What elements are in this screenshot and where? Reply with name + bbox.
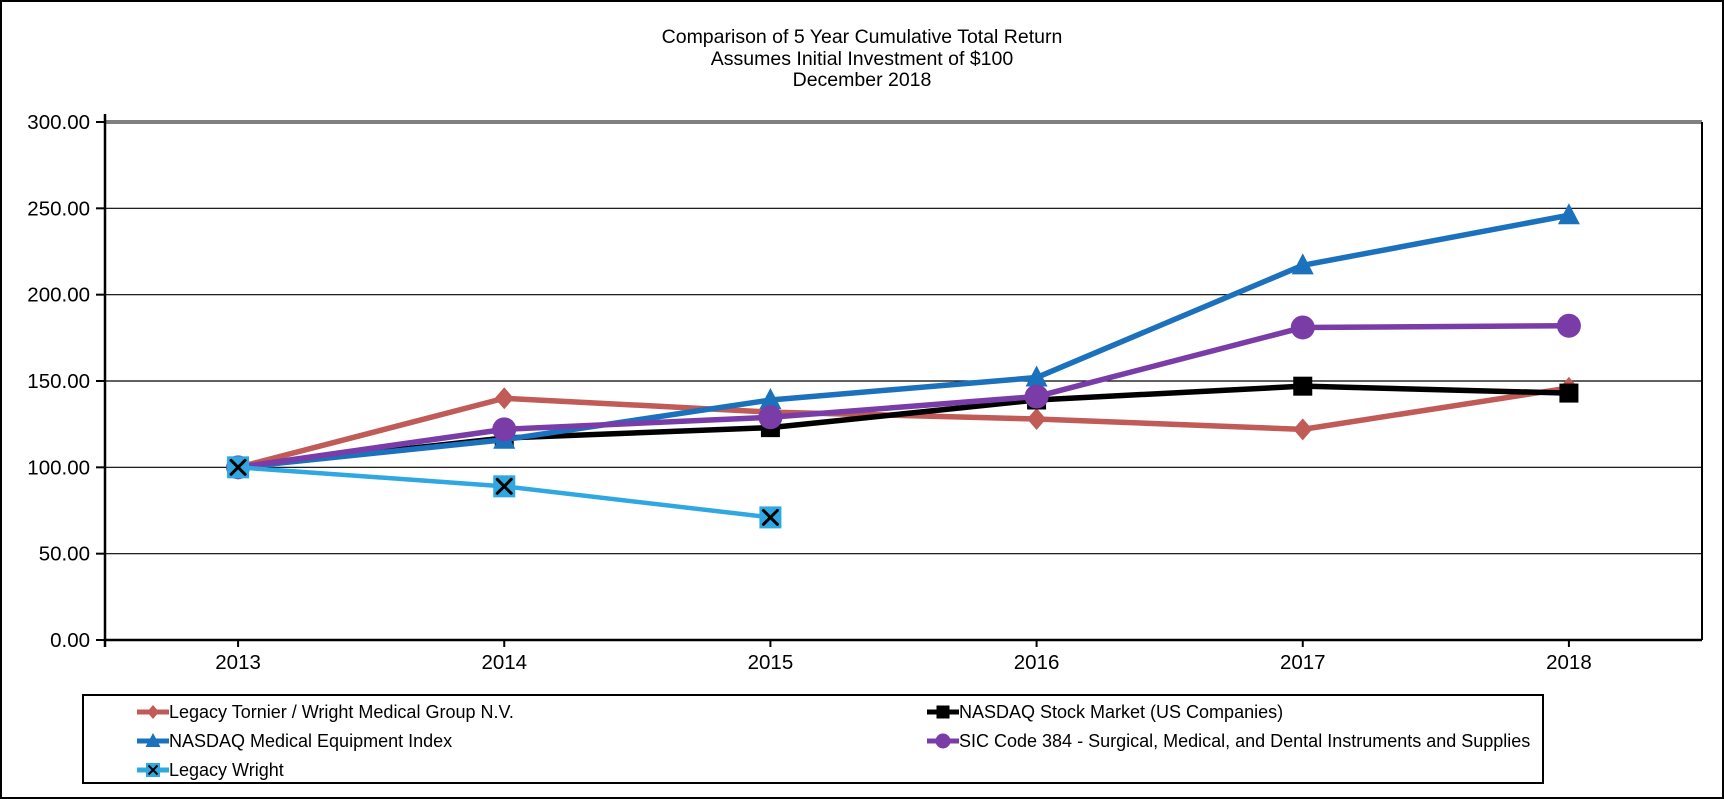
series-line — [237, 383, 1569, 471]
circle-marker-icon — [935, 733, 951, 749]
x-axis-tick-label: 2018 — [1546, 651, 1592, 674]
diamond-marker-icon — [1293, 418, 1313, 441]
y-axis-tick-label: 200.00 — [27, 284, 90, 307]
x-axis-tick-label: 2015 — [748, 651, 794, 674]
x-axis-tick-label: 2016 — [1014, 651, 1060, 674]
chart-title: Comparison of 5 Year Cumulative Total Re… — [661, 26, 1063, 48]
legend-item-label: SIC Code 384 - Surgical, Medical, and De… — [959, 730, 1531, 751]
series-group-3 — [226, 313, 1581, 480]
diamond-marker-icon — [494, 387, 514, 410]
triangle-marker-icon — [1557, 203, 1580, 225]
legend-item: Legacy Tornier / Wright Medical Group N.… — [137, 699, 514, 725]
series-group-2 — [227, 203, 1580, 477]
chart-subtitle: Assumes Initial Investment of $100 — [710, 47, 1014, 70]
x-square-marker-cross — [495, 477, 513, 495]
series-group-4 — [227, 456, 782, 529]
y-axis-tick-label: 100.00 — [27, 456, 90, 479]
series-line — [237, 385, 1570, 470]
y-axis-tick-label: 250.00 — [27, 197, 90, 220]
circle-marker-icon — [1556, 313, 1581, 338]
square-marker-icon — [936, 705, 950, 719]
chart-legend: Legacy Tornier / Wright Medical Group N.… — [82, 694, 1544, 784]
y-axis-tick-label: 150.00 — [27, 370, 90, 393]
legend-marker-icon — [137, 733, 169, 747]
chart-date-label: December 2018 — [792, 69, 932, 91]
triangle-marker-icon — [145, 733, 161, 747]
legend-item-label: NASDAQ Medical Equipment Index — [169, 730, 453, 751]
legend-item-label: NASDAQ Stock Market (US Companies) — [959, 701, 1284, 722]
legend-item: SIC Code 384 - Surgical, Medical, and De… — [927, 728, 1530, 754]
legend-item-label: Legacy Tornier / Wright Medical Group N.… — [169, 701, 514, 722]
series-line — [237, 212, 1570, 471]
chart-title-block: Comparison of 5 Year Cumulative Total Re… — [2, 26, 1722, 92]
diamond-marker-icon — [147, 705, 159, 719]
x-square-marker-cross — [147, 764, 159, 776]
y-axis-tick-label: 50.00 — [39, 543, 90, 566]
legend-marker-icon — [927, 733, 959, 749]
x-square-marker-cross — [229, 458, 247, 476]
x-axis-tick-label: 2014 — [481, 651, 527, 674]
circle-marker-icon — [1290, 315, 1315, 340]
y-axis-tick-label: 300.00 — [27, 111, 90, 134]
x-axis-tick-label: 2017 — [1280, 651, 1326, 674]
series-line — [237, 322, 1569, 471]
diamond-marker-icon — [1027, 407, 1047, 430]
x-axis-tick-label: 2013 — [215, 651, 261, 674]
legend-marker-icon — [137, 705, 169, 719]
legend-item: NASDAQ Medical Equipment Index — [137, 728, 452, 754]
circle-marker-icon — [492, 417, 517, 442]
circle-marker-icon — [758, 405, 783, 430]
square-marker-icon — [1559, 383, 1579, 403]
legend-marker-icon — [137, 763, 169, 777]
x-square-marker-cross — [761, 508, 779, 526]
triangle-marker-icon — [1025, 365, 1048, 387]
series-group-1 — [228, 376, 1579, 477]
y-axis-tick-label: 0.00 — [50, 629, 90, 652]
legend-marker-icon — [927, 705, 959, 719]
legend-item: NASDAQ Stock Market (US Companies) — [927, 699, 1283, 725]
legend-item-label: Legacy Wright — [169, 759, 284, 780]
triangle-marker-icon — [759, 387, 782, 409]
series-group-0 — [228, 376, 1579, 479]
circle-marker-icon — [1024, 384, 1049, 409]
triangle-marker-icon — [1291, 253, 1314, 275]
square-marker-icon — [1293, 376, 1313, 396]
legend-item: Legacy Wright — [137, 757, 284, 783]
